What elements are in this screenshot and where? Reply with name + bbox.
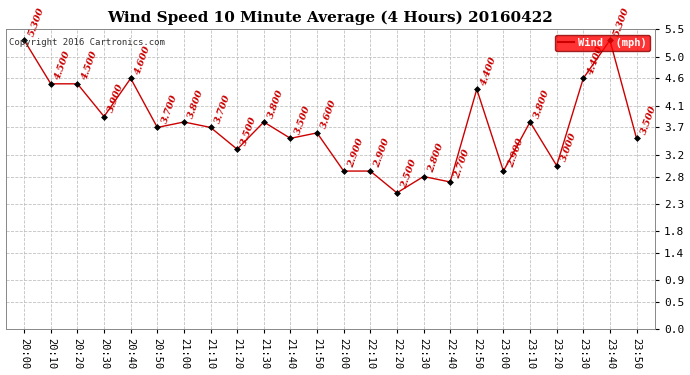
Text: 3.500: 3.500: [240, 115, 259, 147]
Text: 5.300: 5.300: [613, 6, 631, 38]
Text: 2.900: 2.900: [346, 137, 365, 168]
Title: Wind Speed 10 Minute Average (4 Hours) 20160422: Wind Speed 10 Minute Average (4 Hours) 2…: [108, 11, 553, 26]
Text: 2.900: 2.900: [373, 137, 392, 168]
Text: 3.700: 3.700: [213, 93, 232, 125]
Text: 3.800: 3.800: [533, 88, 551, 119]
Legend: Wind  (mph): Wind (mph): [555, 34, 650, 51]
Text: 3.800: 3.800: [266, 88, 285, 119]
Text: 3.600: 3.600: [319, 99, 339, 130]
Text: 4.500: 4.500: [80, 50, 99, 81]
Text: 3.500: 3.500: [639, 104, 658, 136]
Text: 3.900: 3.900: [107, 82, 126, 114]
Text: Copyright 2016 Cartronics.com: Copyright 2016 Cartronics.com: [9, 38, 165, 47]
Text: 4.500: 4.500: [54, 50, 72, 81]
Text: 2.500: 2.500: [400, 159, 418, 190]
Text: 3.000: 3.000: [560, 131, 578, 163]
Text: 4.400: 4.400: [586, 44, 605, 76]
Text: 2.700: 2.700: [453, 148, 472, 179]
Text: 3.800: 3.800: [186, 88, 206, 119]
Text: 4.600: 4.600: [133, 44, 152, 76]
Text: 2.900: 2.900: [506, 137, 525, 168]
Text: 5.300: 5.300: [27, 6, 46, 38]
Text: 3.700: 3.700: [160, 93, 179, 125]
Text: 3.500: 3.500: [293, 104, 312, 136]
Text: 2.800: 2.800: [426, 142, 445, 174]
Text: 4.400: 4.400: [480, 55, 498, 87]
